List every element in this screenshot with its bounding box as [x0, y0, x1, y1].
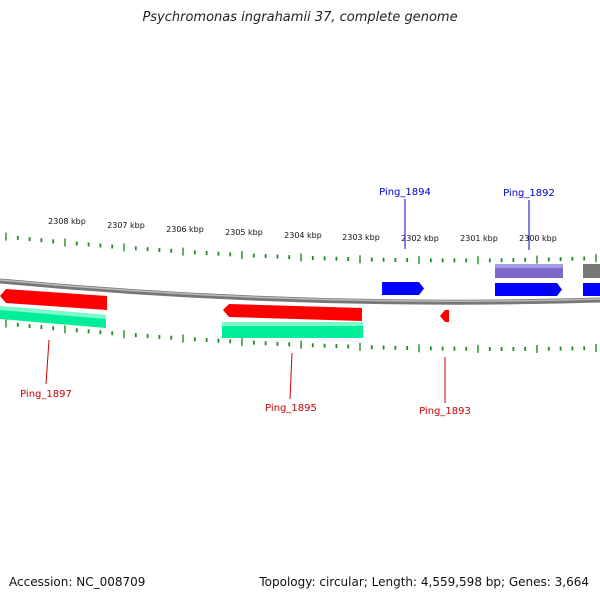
gene-label-ping-1897[interactable]: Ping_1897	[20, 389, 72, 400]
gene-ping-1897-arrow[interactable]	[0, 289, 107, 310]
scale-label: 2304 kbp	[284, 231, 322, 240]
gene-forward-arrow-partial[interactable]	[583, 283, 600, 296]
feature-shadow-forward	[495, 264, 563, 268]
scale-labels: 2308 kbp 2307 kbp 2306 kbp 2305 kbp 2304…	[48, 217, 557, 243]
label-leader-ping-1897	[45, 339, 50, 385]
gene-ping-1893-arrow[interactable]	[440, 310, 449, 322]
gene-label-ping-1892[interactable]: Ping_1892	[503, 188, 555, 199]
genome-backbone	[0, 278, 600, 305]
scale-label: 2305 kbp	[225, 228, 263, 237]
scale-label: 2300 kbp	[519, 234, 557, 243]
scale-label: 2306 kbp	[166, 225, 204, 234]
genome-backbone-highlight	[0, 279, 600, 302]
genome-summary-text: Topology: circular; Length: 4,559,598 bp…	[259, 575, 589, 589]
accession-text: Accession: NC_008709	[9, 575, 146, 589]
scale-ticks-outer	[5, 232, 597, 265]
gene-label-ping-1894[interactable]: Ping_1894	[379, 187, 431, 198]
scale-ticks-inner	[5, 319, 597, 353]
scale-label: 2308 kbp	[48, 217, 86, 226]
scale-label: 2301 kbp	[460, 234, 498, 243]
feature-shadow-grey	[583, 264, 600, 278]
scale-label: 2307 kbp	[107, 221, 145, 230]
feature-shadow-reverse-highlight	[0, 306, 106, 319]
label-leader-ping-1895	[289, 352, 293, 400]
gene-ping-1895-arrow[interactable]	[223, 304, 362, 321]
scale-label: 2303 kbp	[342, 233, 380, 242]
scale-label: 2302 kbp	[401, 234, 439, 243]
feature-shadow-reverse-highlight	[222, 322, 363, 326]
gene-label-ping-1893[interactable]: Ping_1893	[419, 406, 471, 417]
gene-label-ping-1895[interactable]: Ping_1895	[265, 403, 317, 414]
gene-ping-1894-arrow[interactable]	[382, 282, 424, 295]
gene-ping-1892-arrow[interactable]	[495, 283, 562, 296]
map-title: Psychromonas ingrahamii 37, complete gen…	[142, 10, 458, 25]
